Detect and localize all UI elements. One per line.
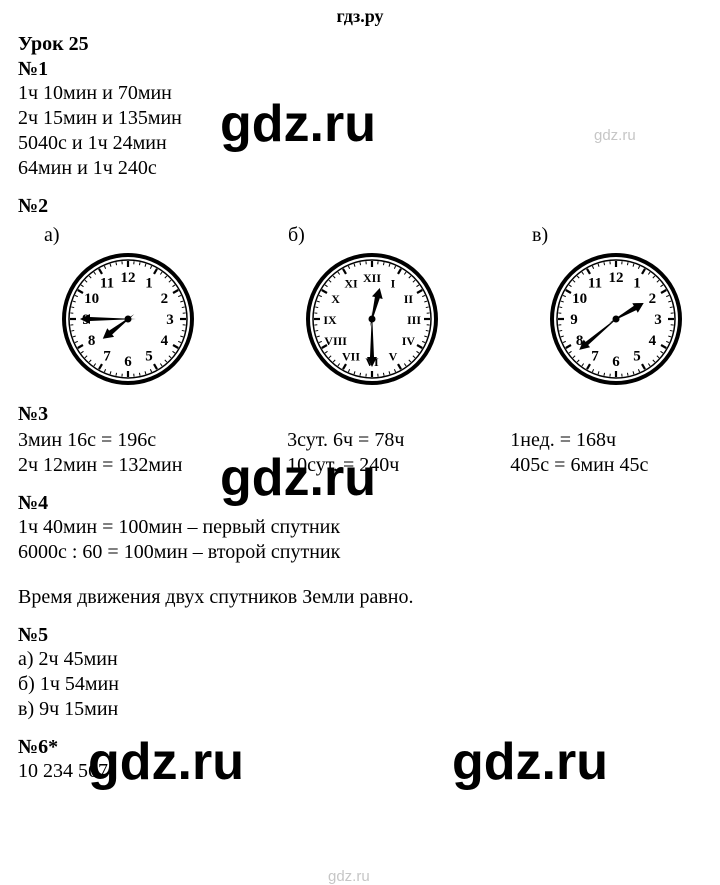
svg-text:VII: VII bbox=[342, 349, 360, 363]
problem-1-label: №1 bbox=[18, 58, 702, 81]
svg-text:12: 12 bbox=[121, 270, 136, 286]
clock-label-b: б) bbox=[288, 224, 305, 247]
cell: 2ч 12мин = 132мин bbox=[18, 453, 244, 478]
clock-icon: 121234567891011 bbox=[58, 249, 198, 389]
problem-5-label: №5 bbox=[18, 624, 702, 647]
svg-text:6: 6 bbox=[612, 354, 620, 370]
site-title: гдз.ру bbox=[0, 0, 720, 27]
problem-4-label: №4 bbox=[18, 492, 702, 515]
problem-3-cols: 3мин 16с = 196с 2ч 12мин = 132мин 3сут. … bbox=[18, 428, 702, 478]
svg-text:IX: IX bbox=[323, 313, 337, 327]
clock-label-a: а) bbox=[44, 224, 60, 247]
svg-text:IV: IV bbox=[402, 334, 416, 348]
problem-4-line: 1ч 40мин = 100мин – первый спутник bbox=[18, 515, 702, 540]
svg-text:V: V bbox=[389, 349, 398, 363]
problem-4-conclusion: Время движения двух спутников Земли равн… bbox=[18, 585, 702, 610]
clock-icon: 121234567891011 bbox=[546, 249, 686, 389]
svg-text:10: 10 bbox=[572, 291, 587, 307]
svg-text:VIII: VIII bbox=[324, 334, 347, 348]
problem-6-label: №6* bbox=[18, 736, 702, 759]
svg-text:8: 8 bbox=[88, 333, 96, 349]
svg-text:II: II bbox=[404, 292, 414, 306]
problem-4-line: 6000с : 60 = 100мин – второй спутник bbox=[18, 540, 702, 565]
col: 1нед. = 168ч 405с = 6мин 45с bbox=[476, 428, 702, 478]
svg-text:XI: XI bbox=[344, 277, 358, 291]
problem-1-line: 64мин и 1ч 240с bbox=[18, 156, 702, 181]
problem-3-label: №3 bbox=[18, 403, 702, 426]
svg-text:5: 5 bbox=[633, 348, 641, 364]
problem-1-line: 2ч 15мин и 135мин bbox=[18, 106, 702, 131]
problem-6-line: 10 234 567 bbox=[18, 759, 702, 784]
svg-text:7: 7 bbox=[103, 348, 111, 364]
svg-text:9: 9 bbox=[570, 312, 578, 328]
svg-text:2: 2 bbox=[649, 291, 657, 307]
clock-col: а) 121234567891011 bbox=[48, 224, 208, 389]
svg-text:2: 2 bbox=[161, 291, 169, 307]
svg-text:3: 3 bbox=[166, 312, 174, 328]
cell: 3сут. 6ч = 78ч bbox=[287, 428, 473, 453]
col: 3мин 16с = 196с 2ч 12мин = 132мин bbox=[18, 428, 244, 478]
clocks-row: а) 121234567891011 б) XIIIIIIIIIVVVIVIIV… bbox=[18, 224, 702, 389]
svg-text:1: 1 bbox=[145, 276, 153, 292]
problem-1-line: 5040с и 1ч 24мин bbox=[18, 131, 702, 156]
svg-text:I: I bbox=[391, 277, 396, 291]
svg-text:7: 7 bbox=[591, 348, 599, 364]
clock-icon: XIIIIIIIIIVVVIVIIVIIIIXXXI bbox=[302, 249, 442, 389]
svg-text:5: 5 bbox=[145, 348, 153, 364]
svg-text:1: 1 bbox=[633, 276, 641, 292]
watermark-small: gdz.ru bbox=[328, 868, 370, 885]
svg-text:3: 3 bbox=[654, 312, 662, 328]
problem-5-line: а) 2ч 45мин bbox=[18, 647, 702, 672]
col: 3сут. 6ч = 78ч 10сут. = 240ч bbox=[247, 428, 473, 478]
svg-text:11: 11 bbox=[100, 276, 114, 292]
svg-text:11: 11 bbox=[588, 276, 602, 292]
svg-text:X: X bbox=[331, 292, 340, 306]
cell: 1нед. = 168ч bbox=[510, 428, 702, 453]
cell: 10сут. = 240ч bbox=[287, 453, 473, 478]
clock-col: б) XIIIIIIIIIVVVIVIIVIIIIXXXI bbox=[292, 224, 452, 389]
svg-text:4: 4 bbox=[649, 333, 657, 349]
svg-text:10: 10 bbox=[84, 291, 99, 307]
problem-5-line: б) 1ч 54мин bbox=[18, 672, 702, 697]
cell: 405с = 6мин 45с bbox=[510, 453, 702, 478]
problem-2-label: №2 bbox=[18, 195, 702, 218]
svg-text:XII: XII bbox=[363, 271, 381, 285]
problem-1-line: 1ч 10мин и 70мин bbox=[18, 81, 702, 106]
lesson-title: Урок 25 bbox=[18, 33, 702, 56]
svg-text:6: 6 bbox=[124, 354, 132, 370]
clock-label-c: в) bbox=[532, 224, 548, 247]
clock-col: в) 121234567891011 bbox=[536, 224, 696, 389]
problem-5-line: в) 9ч 15мин bbox=[18, 697, 702, 722]
svg-text:III: III bbox=[407, 313, 421, 327]
svg-text:12: 12 bbox=[609, 270, 624, 286]
svg-text:4: 4 bbox=[161, 333, 169, 349]
cell: 3мин 16с = 196с bbox=[18, 428, 244, 453]
